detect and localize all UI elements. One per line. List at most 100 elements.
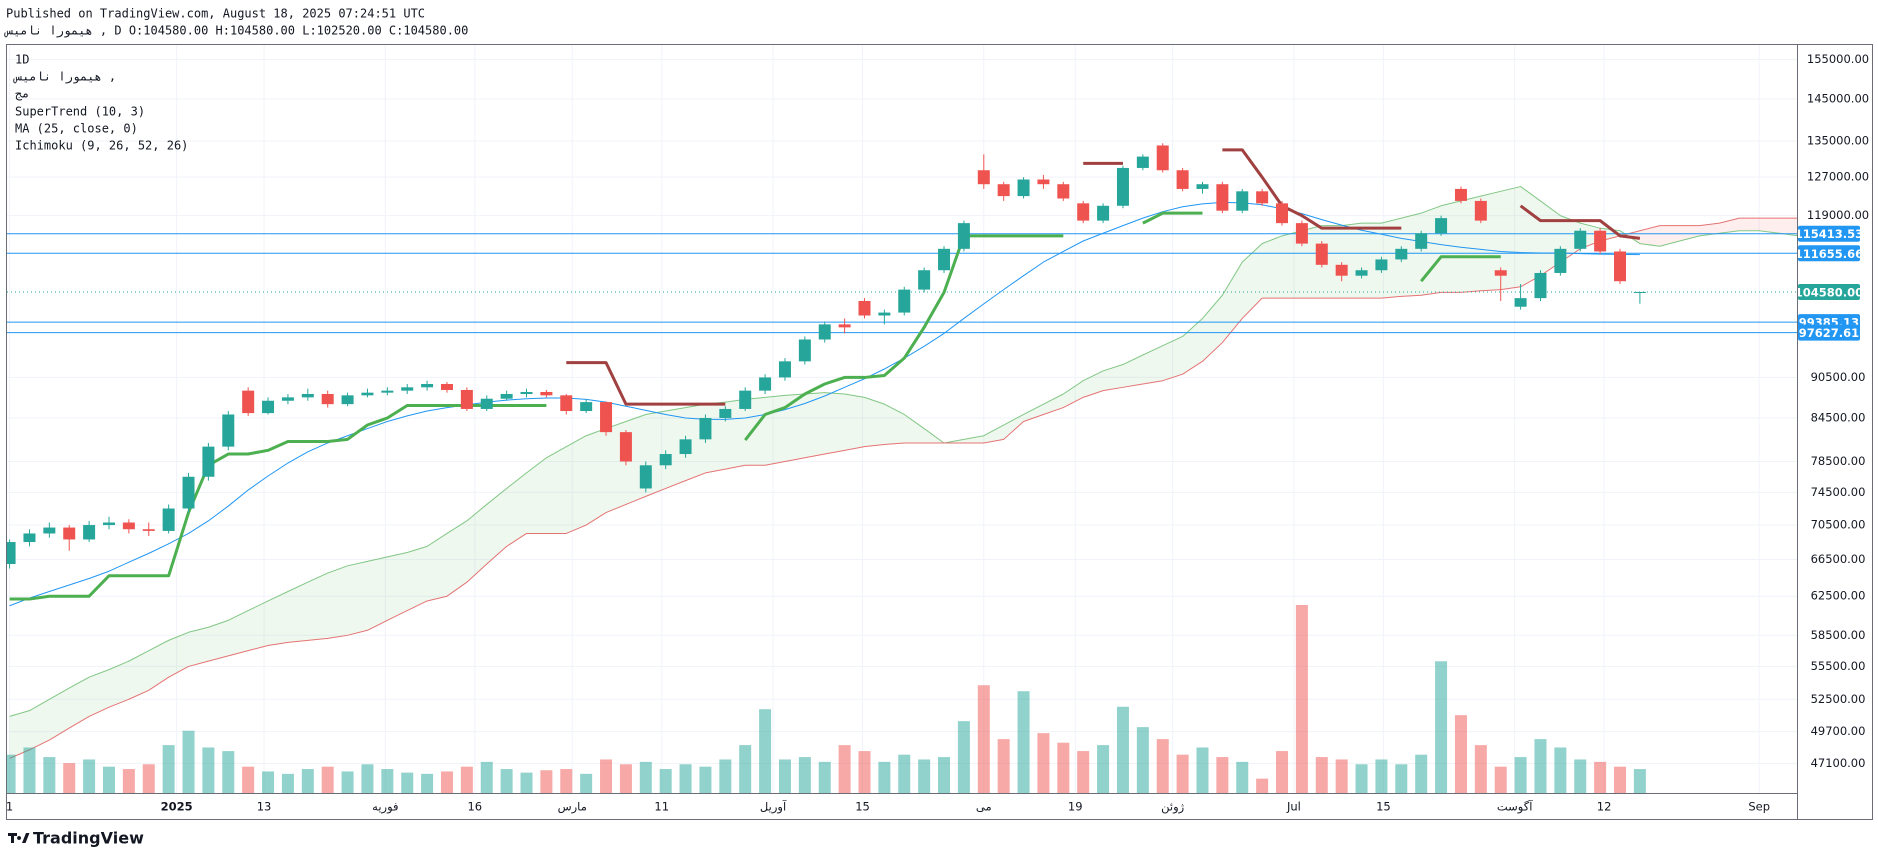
cloud-segment	[1103, 364, 1123, 391]
cloud-segment	[208, 620, 229, 662]
supertrend-down	[566, 361, 726, 406]
volume-bar	[460, 766, 473, 793]
cloud-segment	[1083, 370, 1104, 398]
candle-body	[83, 525, 96, 540]
volume-bar	[43, 757, 56, 793]
x-tick-label: 16	[467, 800, 482, 814]
candle-body	[1097, 205, 1110, 221]
cloud-segment	[168, 632, 189, 678]
candle-body	[1375, 259, 1388, 271]
volume-bar	[301, 769, 314, 793]
y-tick-label: 62500.00	[1811, 589, 1866, 603]
candle-body	[838, 324, 851, 328]
volume-bar	[1216, 757, 1229, 793]
candle-body	[222, 414, 235, 447]
volume-bar	[619, 764, 632, 793]
volume-bar	[1554, 747, 1567, 793]
volume-bar	[222, 751, 235, 793]
x-tick-label: 2025	[161, 800, 193, 814]
candle-body	[381, 390, 394, 393]
volume-bar	[440, 771, 453, 793]
candle-body	[1017, 179, 1030, 197]
level-label-box	[1798, 245, 1860, 262]
volume-bar	[1633, 769, 1646, 793]
y-tick-label: 70500.00	[1811, 518, 1866, 532]
candle-body	[997, 184, 1010, 197]
candle-body	[1037, 179, 1050, 185]
last-price-box	[1798, 283, 1860, 300]
cloud-segment	[844, 393, 865, 451]
x-tick-label: 19	[1068, 800, 1083, 814]
cloud-segment	[1739, 218, 1760, 231]
candle-body	[162, 508, 175, 531]
cloud-segment	[506, 472, 527, 547]
cloud-segment	[983, 425, 1004, 443]
chart-frame	[6, 44, 1873, 820]
volume-bar	[421, 773, 434, 793]
candle-body	[1435, 218, 1448, 234]
cloud-segment	[466, 504, 487, 583]
volume-bar	[1116, 706, 1129, 793]
volume-bar	[938, 757, 951, 793]
candle-body	[341, 395, 354, 405]
cloud-segment	[228, 610, 249, 656]
volume-bar	[659, 769, 672, 793]
x-tick-label: 1	[6, 800, 13, 814]
cloud-segment	[1361, 223, 1382, 299]
legend-ichimoku: Ichimoku (9, 26, 52, 26)	[15, 139, 188, 153]
candle-body	[719, 408, 732, 418]
volume-bar	[242, 766, 255, 793]
volume-bar	[1315, 757, 1328, 793]
candle-body	[460, 389, 473, 409]
cloud-segment	[566, 435, 587, 534]
x-tick-label: آوریل	[760, 800, 787, 815]
candle-body	[798, 339, 811, 362]
legend-ma: MA (25, close, 0)	[15, 122, 138, 136]
y-tick-label: 52500.00	[1811, 692, 1866, 706]
volume-bar	[1136, 727, 1149, 793]
candle-body	[1633, 291, 1646, 293]
volume-bar	[142, 764, 155, 793]
cloud-segment	[387, 552, 408, 621]
x-tick-label: Sep	[1748, 800, 1770, 814]
cloud-segment	[1282, 230, 1302, 299]
legend-supertrend: SuperTrend (10, 3)	[15, 105, 145, 119]
volume-bar	[898, 754, 911, 793]
candle-body	[1474, 200, 1487, 221]
volume-bar	[1017, 691, 1030, 793]
chart-layer: 155000.00145000.00135000.00127000.001190…	[6, 44, 1869, 815]
volume-bar	[162, 745, 175, 793]
candle-body	[639, 465, 652, 489]
candle-body	[480, 398, 493, 409]
cloud-segment	[248, 600, 269, 651]
candle-body	[421, 384, 434, 388]
candle-body	[1514, 298, 1527, 307]
volume-bar	[102, 766, 115, 793]
cloud-segment	[69, 677, 90, 729]
volume-bar	[1415, 754, 1428, 793]
volume-bar	[679, 764, 692, 793]
volume-bar	[1077, 751, 1090, 793]
y-tick-label: 145000.00	[1807, 91, 1869, 105]
volume-bar	[739, 745, 752, 793]
cloud-segment	[427, 533, 447, 601]
candle-body	[957, 223, 970, 249]
volume-bar	[83, 759, 96, 793]
candle-body	[1415, 233, 1428, 249]
y-tick-label: 55500.00	[1811, 659, 1866, 673]
y-tick-label: 84500.00	[1811, 410, 1866, 424]
volume-bar	[1594, 761, 1607, 793]
candle-body	[1494, 270, 1507, 276]
volume-bar	[798, 757, 811, 793]
candle-body	[301, 393, 314, 398]
y-tick-label: 127000.00	[1807, 170, 1869, 184]
level-label: 115413.53	[1795, 227, 1863, 241]
candle-body	[1614, 251, 1627, 282]
x-tick-label: 15	[855, 800, 870, 814]
volume-bar	[1295, 605, 1308, 793]
published-line: Published on TradingView.com, August 18,…	[6, 7, 425, 21]
logo-text: TradingView	[33, 829, 144, 848]
volume-bar	[500, 769, 513, 793]
y-tick-label: 49700.00	[1811, 724, 1866, 738]
